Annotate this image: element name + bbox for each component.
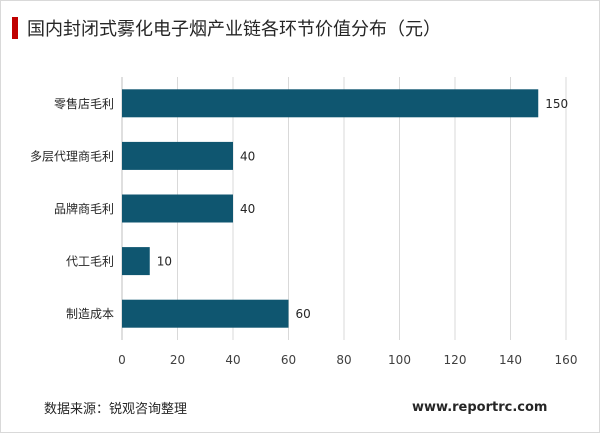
x-tick-label: 60	[281, 353, 296, 367]
x-tick-label: 120	[444, 353, 467, 367]
x-tick-labels: 0 20 40 60 80 100 120 140 160	[118, 353, 577, 367]
title-accent-bar	[12, 17, 18, 39]
bar	[122, 194, 233, 223]
category-label: 品牌商毛利	[54, 201, 114, 216]
x-tick-label: 100	[388, 353, 411, 367]
x-tick-label: 160	[555, 353, 578, 367]
bar	[122, 299, 289, 328]
source-note: 数据来源：锐观咨询整理	[44, 402, 188, 417]
category-label: 零售店毛利	[54, 96, 114, 111]
category-label: 制造成本	[66, 307, 114, 321]
x-tick-label: 80	[336, 353, 351, 367]
chart-title: 国内封闭式雾化电子烟产业链各环节价值分布（元）	[27, 19, 441, 40]
website-url: www.reportrc.com	[412, 400, 548, 415]
category-label: 多层代理商毛利	[30, 148, 114, 163]
x-tick-label: 20	[170, 353, 185, 367]
data-label: 40	[240, 149, 255, 163]
data-label: 10	[157, 255, 172, 269]
bar	[122, 89, 539, 118]
data-label: 40	[240, 202, 255, 216]
data-label: 150	[545, 97, 568, 111]
bar	[122, 141, 233, 170]
x-tick-label: 0	[118, 353, 126, 367]
x-tick-label: 40	[225, 353, 240, 367]
bars	[122, 89, 539, 328]
data-label: 60	[296, 307, 311, 321]
data-labels: 150 40 40 10 60	[157, 97, 568, 321]
bar	[122, 247, 150, 276]
category-label: 代工毛利	[66, 255, 114, 269]
x-tick-label: 140	[499, 353, 522, 367]
